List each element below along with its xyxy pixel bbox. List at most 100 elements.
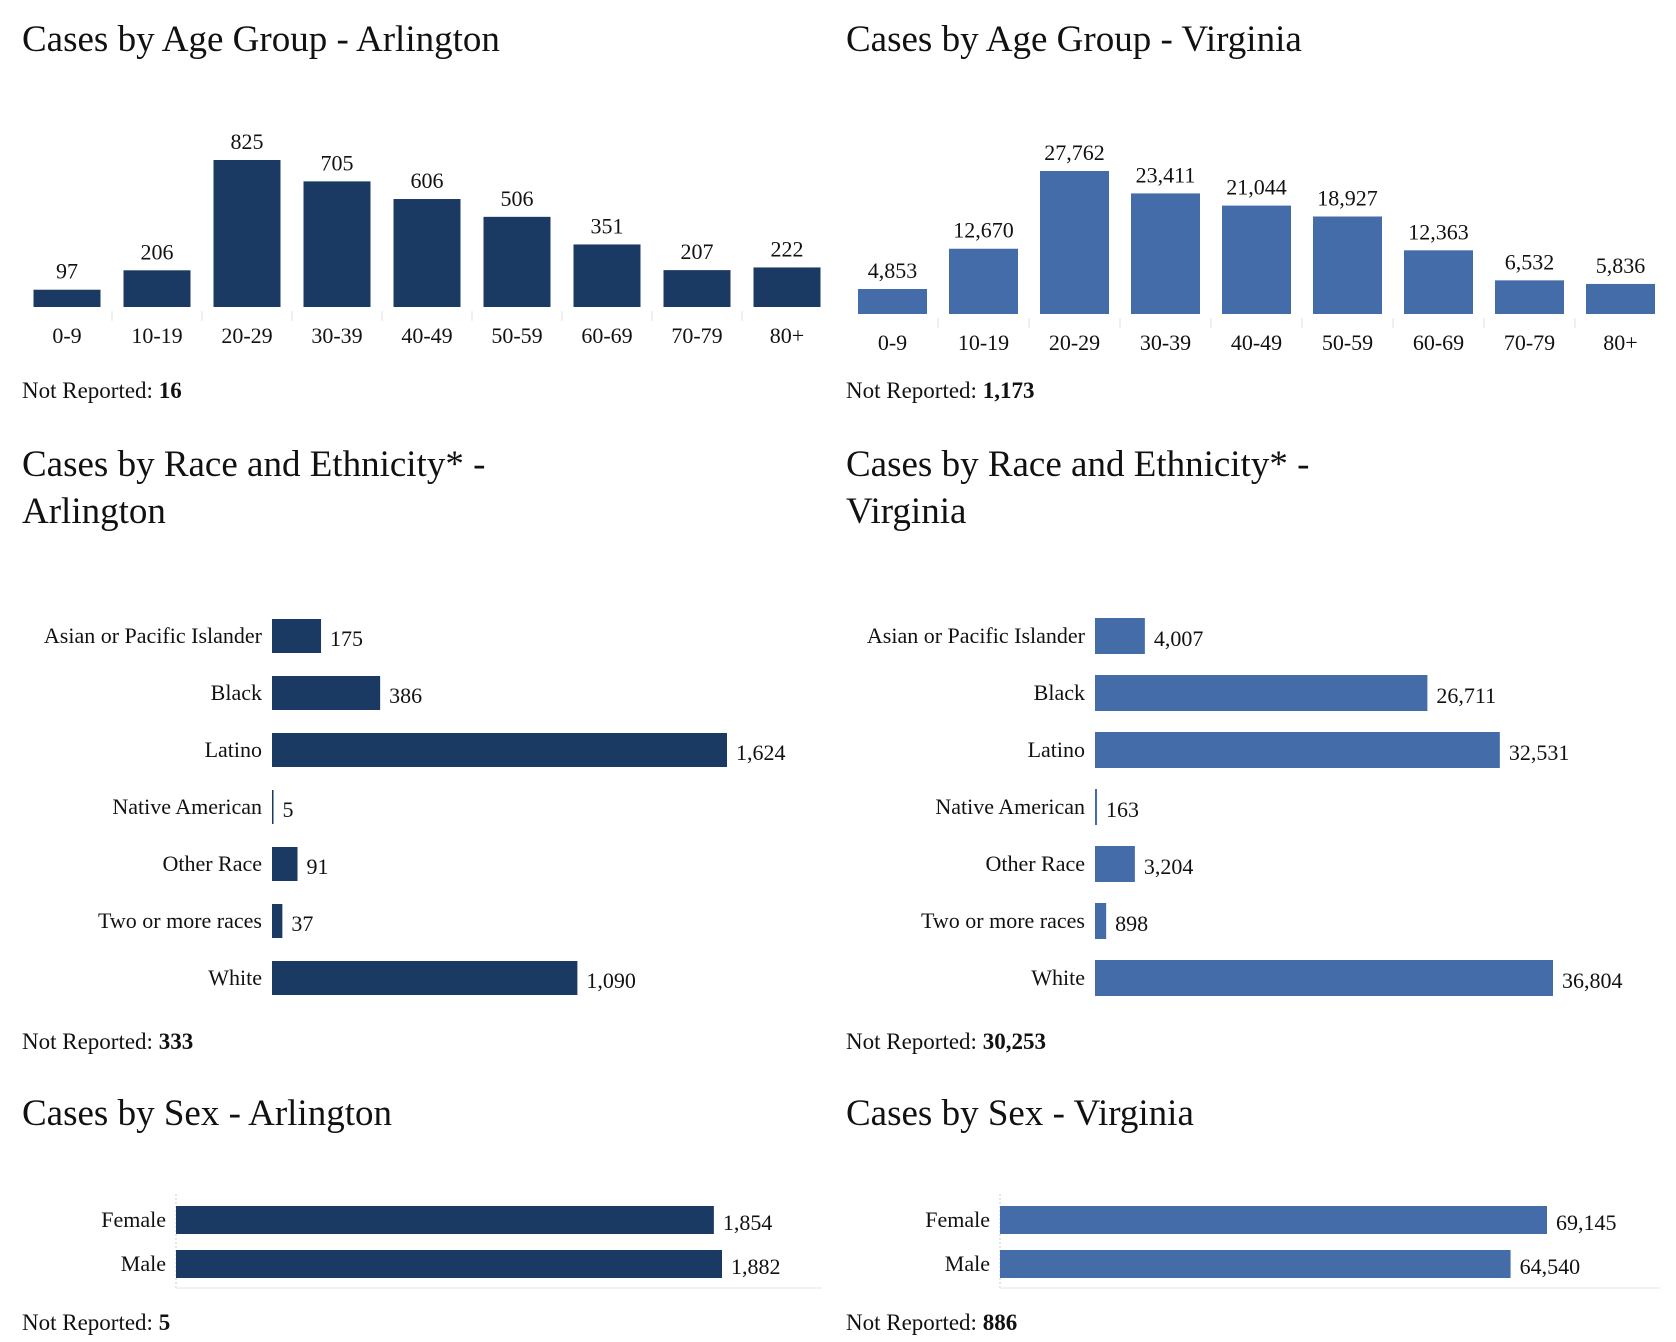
data-label: 37	[291, 911, 313, 936]
data-label: 606	[411, 168, 444, 193]
y-tick-label: Male	[121, 1251, 166, 1276]
y-tick-label: Native American	[112, 794, 262, 819]
x-tick-label: 40-49	[1231, 330, 1282, 355]
x-tick-label: 20-29	[221, 323, 272, 348]
x-tick-label: 40-49	[401, 323, 452, 348]
x-tick-label: 70-79	[671, 323, 722, 348]
data-label: 351	[591, 213, 624, 238]
data-label: 163	[1106, 797, 1139, 822]
age-virginia-not-reported: Not Reported: 1,173	[846, 377, 1034, 405]
x-tick-label: 60-69	[581, 323, 632, 348]
bar	[1404, 250, 1473, 314]
bar	[1000, 1206, 1547, 1234]
bar	[1495, 280, 1564, 314]
not-reported-value: 30,253	[982, 1029, 1046, 1054]
bar	[1040, 171, 1109, 314]
bar	[1000, 1250, 1511, 1278]
bar	[33, 289, 101, 307]
data-label: 1,090	[586, 968, 636, 993]
y-tick-label: Native American	[935, 794, 1085, 819]
y-tick-label: Asian or Pacific Islander	[867, 623, 1086, 648]
sex-arlington-not-reported: Not Reported: 5	[22, 1309, 170, 1337]
data-label: 97	[56, 259, 78, 284]
bar	[272, 619, 322, 653]
x-tick-label: 30-39	[311, 323, 362, 348]
bar	[1095, 618, 1145, 654]
bar	[1095, 732, 1500, 768]
y-tick-label: Two or more races	[98, 908, 262, 933]
bar	[753, 267, 821, 307]
not-reported-label: Not Reported:	[846, 1310, 983, 1335]
x-tick-label: 10-19	[958, 330, 1009, 355]
bar	[663, 270, 731, 307]
bar	[303, 181, 371, 307]
data-label: 6,532	[1505, 249, 1555, 274]
bar	[176, 1250, 722, 1278]
data-label: 36,804	[1562, 968, 1623, 993]
data-label: 26,711	[1436, 683, 1496, 708]
not-reported-value: 16	[158, 378, 182, 403]
bar	[483, 216, 551, 307]
data-label: 3,204	[1144, 854, 1194, 879]
bar	[176, 1206, 714, 1234]
bar	[949, 248, 1018, 314]
bar	[1095, 903, 1107, 939]
x-tick-label: 50-59	[491, 323, 542, 348]
data-label: 207	[681, 239, 714, 264]
age-arlington-not-reported: Not Reported: 16	[22, 377, 182, 405]
data-label: 705	[321, 150, 354, 175]
data-label: 206	[141, 239, 174, 264]
sex-virginia-title: Cases by Sex - Virginia	[846, 1093, 1194, 1134]
sex-virginia-not-reported: Not Reported: 886	[846, 1309, 1017, 1337]
data-label: 175	[330, 626, 363, 651]
data-label: 222	[771, 236, 804, 261]
y-tick-label: White	[208, 965, 262, 990]
data-label: 4,007	[1154, 626, 1204, 651]
race-arlington-chart: Asian or Pacific Islander 175 Black 386 Lati…	[44, 619, 786, 995]
not-reported-value: 5	[158, 1310, 171, 1335]
x-tick-label: 30-39	[1140, 330, 1191, 355]
y-tick-label: Male	[945, 1251, 990, 1276]
y-tick-label: White	[1031, 965, 1085, 990]
bar	[272, 790, 274, 824]
data-label: 27,762	[1044, 140, 1105, 165]
data-label: 21,044	[1226, 175, 1287, 200]
data-label: 12,670	[953, 218, 1014, 243]
y-tick-label: Female	[925, 1207, 990, 1232]
not-reported-label: Not Reported:	[846, 1029, 983, 1054]
data-label: 386	[389, 683, 422, 708]
data-label: 4,853	[868, 258, 918, 283]
data-label: 506	[501, 186, 534, 211]
x-tick-label: 80+	[1603, 330, 1637, 355]
bar	[213, 160, 281, 307]
not-reported-label: Not Reported:	[846, 378, 983, 403]
data-label: 64,540	[1520, 1254, 1581, 1279]
bar	[393, 199, 461, 307]
sex-virginia-chart: Female 69,145 Male 64,540	[925, 1194, 1660, 1289]
y-tick-label: Asian or Pacific Islander	[44, 623, 263, 648]
bar	[1222, 205, 1291, 314]
bar	[858, 289, 927, 314]
sex-arlington-title: Cases by Sex - Arlington	[22, 1093, 392, 1134]
bar	[272, 904, 283, 938]
x-tick-label: 50-59	[1322, 330, 1373, 355]
race-arlington-title: Cases by Race and Ethnicity* - Arlington	[22, 444, 486, 532]
y-tick-label: Black	[211, 680, 262, 705]
bar	[573, 244, 641, 307]
y-tick-label: Latino	[205, 737, 262, 762]
data-label: 5,836	[1596, 253, 1646, 278]
bar	[1131, 193, 1200, 314]
bar	[272, 733, 727, 767]
data-label: 1,624	[736, 740, 786, 765]
y-tick-label: Black	[1034, 680, 1085, 705]
data-label: 1,882	[731, 1254, 781, 1279]
age-virginia-title: Cases by Age Group - Virginia	[846, 19, 1302, 60]
x-tick-label: 70-79	[1504, 330, 1555, 355]
bar	[1095, 789, 1098, 825]
bar	[1095, 960, 1553, 996]
data-label: 5	[283, 797, 294, 822]
bar	[272, 961, 578, 995]
age-virginia-chart: 4,853 0-9 12,670 10-19 27,762 20-29 23,411 30-3…	[858, 140, 1655, 355]
race-virginia-chart: Asian or Pacific Islander 4,007 Black 26,71…	[867, 618, 1623, 996]
bar	[1095, 846, 1135, 882]
